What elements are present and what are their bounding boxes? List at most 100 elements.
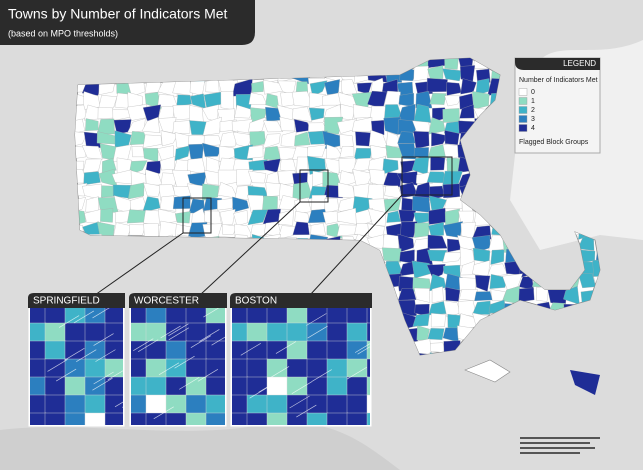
- inset-area: [326, 322, 349, 343]
- town: [400, 221, 418, 238]
- town: [414, 222, 430, 238]
- town: [127, 91, 143, 109]
- town: [426, 264, 446, 280]
- flag-hatch: [306, 313, 327, 326]
- town: [222, 224, 238, 235]
- town: [430, 313, 446, 328]
- subtitle: (based on MPO thresholds): [8, 28, 118, 38]
- town: [458, 277, 476, 291]
- title-box: [0, 0, 255, 45]
- inset-area: [306, 376, 329, 397]
- town: [219, 209, 236, 226]
- inset-area: [145, 376, 168, 397]
- town: [307, 144, 327, 158]
- inset-area: [205, 376, 225, 397]
- inset-area: [286, 358, 309, 379]
- town: [205, 79, 220, 93]
- town: [490, 249, 505, 265]
- inset-area: [64, 358, 87, 379]
- town: [486, 263, 508, 277]
- inset-area: [246, 358, 269, 379]
- town: [236, 169, 254, 186]
- inset-area: [366, 358, 370, 379]
- inset-area: [246, 340, 269, 361]
- island: [570, 370, 600, 395]
- town: [176, 94, 192, 107]
- town: [472, 91, 490, 110]
- town: [444, 196, 463, 209]
- town: [280, 131, 297, 148]
- flag-hatch: [174, 355, 195, 369]
- town: [336, 224, 358, 237]
- town: [338, 170, 358, 189]
- town: [371, 120, 385, 135]
- town: [202, 142, 222, 157]
- inset-area: [145, 322, 168, 343]
- inset-area: [366, 322, 370, 343]
- flag-hatch: [296, 404, 317, 418]
- inset-area: [44, 376, 67, 397]
- flag-hatch: [133, 338, 154, 351]
- inset-area: [84, 376, 107, 397]
- inset-tab: [129, 293, 227, 308]
- flag-hatch: [107, 370, 123, 381]
- town: [339, 134, 354, 149]
- town: [160, 172, 177, 186]
- inset-area: [44, 322, 67, 343]
- town: [442, 252, 464, 263]
- town: [324, 116, 344, 135]
- legend-label: 3: [531, 116, 535, 123]
- legend-label: 0: [531, 89, 535, 96]
- flag-hatch: [138, 339, 159, 352]
- inset-area: [44, 340, 67, 361]
- inset-area: [104, 340, 123, 361]
- flag-hatch: [64, 347, 85, 361]
- flag-hatch: [114, 401, 123, 408]
- flag-hatch: [76, 349, 97, 363]
- inset-area: [366, 412, 370, 425]
- flag-hatch: [92, 308, 110, 319]
- town: [459, 104, 475, 119]
- inset-area: [185, 376, 208, 397]
- town: [442, 183, 461, 199]
- town: [247, 117, 266, 135]
- inset-area: [326, 376, 349, 397]
- town: [246, 145, 264, 159]
- town: [426, 78, 448, 93]
- legend-heading: LEGEND: [563, 59, 596, 68]
- town: [292, 106, 313, 122]
- inset-area: [266, 340, 289, 361]
- inset-area: [366, 308, 370, 325]
- inset-area: [366, 376, 370, 397]
- flag-hatch: [289, 395, 310, 409]
- inset-area: [205, 394, 225, 415]
- flag-hatch: [291, 381, 312, 395]
- town: [310, 223, 326, 236]
- flag-hatch: [258, 379, 279, 393]
- inset-area: [205, 340, 225, 361]
- legend-header: [515, 58, 600, 70]
- town: [427, 328, 445, 340]
- island: [464, 359, 511, 383]
- town: [188, 105, 204, 123]
- town: [262, 133, 281, 149]
- legend-title: Number of Indicators Met: [519, 77, 598, 84]
- inset-area: [64, 322, 87, 343]
- town: [217, 198, 234, 211]
- town: [82, 158, 102, 175]
- insets: SPRINGFIELD WORCESTER BOSTON: [28, 293, 372, 427]
- town: [143, 182, 162, 197]
- legend-swatch: [518, 97, 528, 105]
- legend-label: 2: [531, 107, 535, 114]
- inset-map: [232, 308, 370, 425]
- inset-area: [286, 394, 309, 415]
- town: [442, 108, 460, 123]
- town: [174, 145, 191, 161]
- inset-area: [366, 394, 370, 415]
- inset-area: [346, 340, 369, 361]
- inset-area: [185, 340, 208, 361]
- inset-area: [346, 322, 369, 343]
- town: [309, 80, 328, 97]
- inset-area: [205, 358, 225, 379]
- inset-area: [286, 340, 309, 361]
